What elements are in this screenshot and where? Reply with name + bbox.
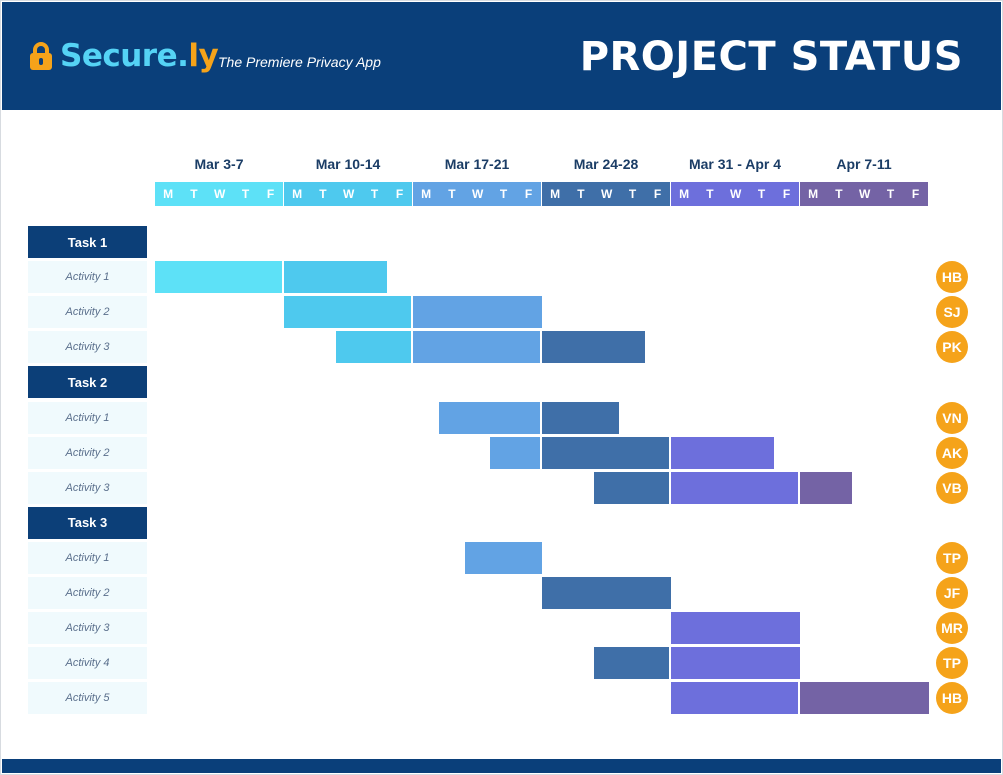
day-header-cell: F <box>258 182 283 206</box>
day-header-cell: T <box>361 182 388 206</box>
activity-label: Activity 3 <box>28 331 147 364</box>
day-header-cell: W <box>464 182 491 206</box>
activity-label: Activity 1 <box>28 541 147 574</box>
gantt-bar-segment <box>335 331 411 364</box>
gantt-bar-segment <box>413 296 542 329</box>
day-header-cell: W <box>335 182 362 206</box>
gantt-bar-segment <box>671 682 798 715</box>
assignee-avatar: AK <box>936 436 968 469</box>
day-header-cell: F <box>774 182 799 206</box>
brand-name: Secure.ly <box>60 38 219 74</box>
day-header-cell: M <box>284 182 311 206</box>
week-label: Mar 24-28 <box>573 156 639 172</box>
brand-name-suffix: ly <box>188 38 219 74</box>
gantt-bar-segment <box>413 331 540 364</box>
activity-label: Activity 4 <box>28 647 147 680</box>
week-label: Mar 17-21 <box>444 156 510 172</box>
activity-label: Activity 3 <box>28 612 147 645</box>
gantt-bar-segment <box>671 471 798 504</box>
gantt-bar-segment <box>671 647 800 680</box>
gantt-bar-segment <box>542 401 620 434</box>
assignee-avatar: SJ <box>936 296 968 329</box>
gantt-bar-segment <box>593 647 669 680</box>
assignee-avatar: HB <box>936 682 968 715</box>
lock-icon <box>30 42 52 70</box>
assignee-avatar: JF <box>936 577 968 609</box>
day-header-cell: F <box>903 182 928 206</box>
activity-label: Activity 1 <box>28 261 147 294</box>
day-header-cell: M <box>800 182 827 206</box>
day-header-cell: T <box>567 182 594 206</box>
day-header-cell: T <box>490 182 517 206</box>
gantt-bar-segment <box>800 471 852 504</box>
gantt-bar-segment <box>284 296 411 329</box>
assignee-avatar: PK <box>936 331 968 364</box>
assignee-avatar: HB <box>936 261 968 294</box>
day-header-cell: T <box>438 182 465 206</box>
day-header-cell: M <box>155 182 182 206</box>
day-header-cell: T <box>180 182 207 206</box>
brand-tagline: The Premiere Privacy App <box>218 54 381 70</box>
task-header: Task 3 <box>28 506 147 539</box>
assignee-avatar: TP <box>936 647 968 680</box>
day-header-cell: M <box>542 182 569 206</box>
activity-label: Activity 2 <box>28 296 147 329</box>
activity-label: Activity 2 <box>28 577 147 609</box>
day-header-cell: F <box>645 182 670 206</box>
day-header-cell: W <box>593 182 620 206</box>
day-header-cell: T <box>619 182 646 206</box>
day-header-cell: F <box>516 182 541 206</box>
page-title: PROJECT STATUS <box>579 34 963 80</box>
gantt-bar-segment <box>542 436 669 469</box>
footer-bar <box>2 759 1001 773</box>
day-header-cell: T <box>232 182 259 206</box>
activity-label: Activity 1 <box>28 401 147 434</box>
week-label: Apr 7-11 <box>836 156 892 172</box>
brand-name-main: Secure. <box>60 38 189 74</box>
activity-label: Activity 2 <box>28 436 147 469</box>
gantt-bar-segment <box>284 261 388 294</box>
assignee-avatar: VN <box>936 401 968 434</box>
gantt-bar-segment <box>671 436 775 469</box>
day-header-cell: T <box>825 182 852 206</box>
day-header-cell: W <box>206 182 233 206</box>
brand-logo: Secure.ly <box>30 38 219 74</box>
assignee-avatar: VB <box>936 471 968 504</box>
gantt-bar-segment <box>490 436 540 469</box>
header-banner: Secure.ly The Premiere Privacy App PROJE… <box>2 2 1001 110</box>
day-header-cell: M <box>671 182 698 206</box>
gantt-bar-segment <box>155 261 282 294</box>
activity-label: Activity 3 <box>28 471 147 504</box>
day-header-cell: M <box>413 182 440 206</box>
day-header-cell: T <box>309 182 336 206</box>
task-header: Task 2 <box>28 366 147 399</box>
week-label: Mar 3-7 <box>194 156 244 172</box>
week-label: Mar 10-14 <box>315 156 381 172</box>
gantt-bar-segment <box>542 331 646 364</box>
gantt-bar-segment <box>464 541 542 574</box>
day-header-cell: T <box>748 182 775 206</box>
gantt-bar-segment <box>438 401 540 434</box>
assignee-avatar: MR <box>936 612 968 645</box>
week-label: Mar 31 - Apr 4 <box>688 156 782 172</box>
day-header-cell: F <box>387 182 412 206</box>
gantt-bar-segment <box>671 612 800 645</box>
gantt-bar-segment <box>800 682 929 715</box>
task-header: Task 1 <box>28 226 147 258</box>
assignee-avatar: TP <box>936 541 968 574</box>
day-header-cell: T <box>696 182 723 206</box>
day-header-cell: W <box>851 182 878 206</box>
activity-label: Activity 5 <box>28 682 147 715</box>
day-header-cell: T <box>877 182 904 206</box>
gantt-bar-segment <box>542 577 671 609</box>
day-header-cell: W <box>722 182 749 206</box>
gantt-bar-segment <box>593 471 669 504</box>
